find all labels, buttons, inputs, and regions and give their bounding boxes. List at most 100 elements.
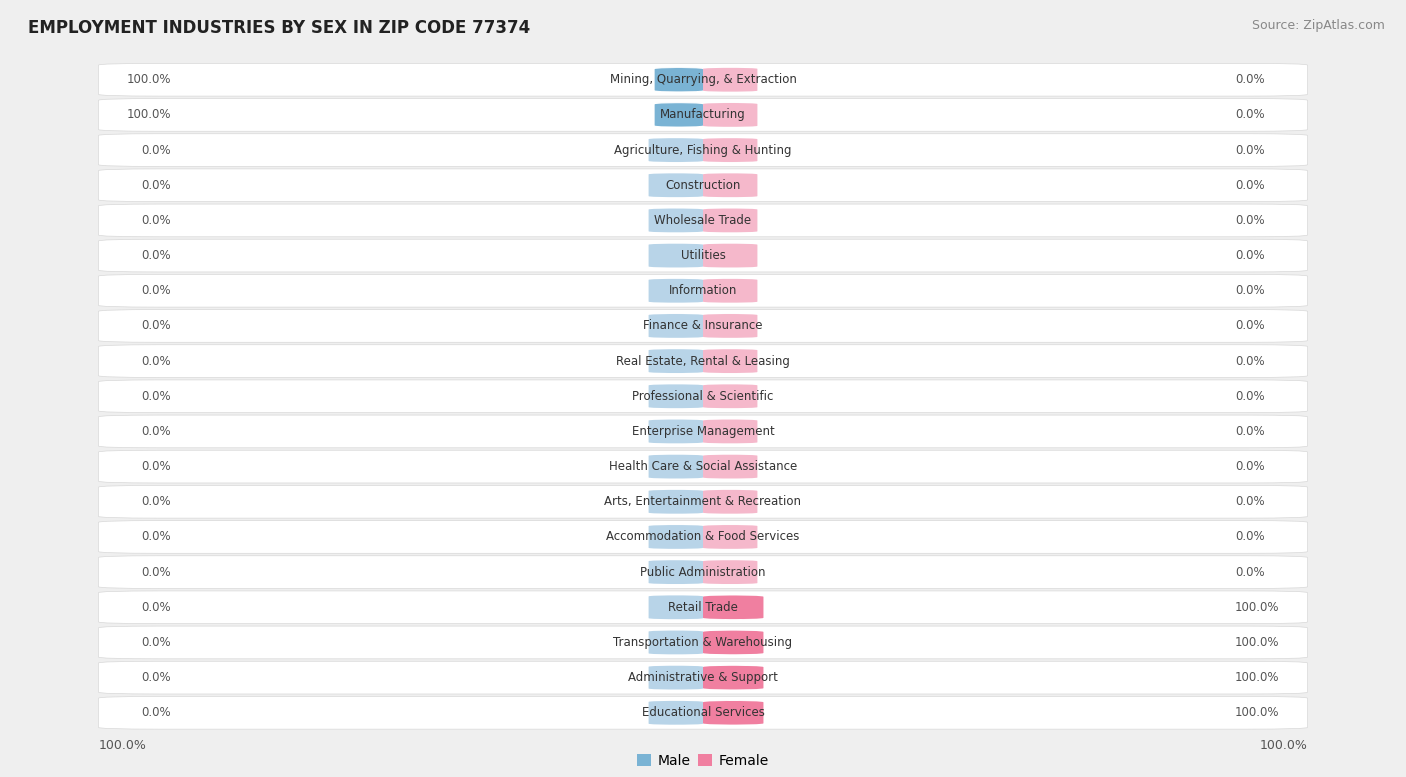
FancyBboxPatch shape [98,415,1308,448]
Text: 0.0%: 0.0% [142,531,172,543]
Text: Administrative & Support: Administrative & Support [628,671,778,684]
Text: 0.0%: 0.0% [142,425,172,438]
Text: 0.0%: 0.0% [1234,214,1264,227]
FancyBboxPatch shape [648,138,703,162]
Text: 100.0%: 100.0% [1234,601,1279,614]
Text: 0.0%: 0.0% [1234,249,1264,262]
FancyBboxPatch shape [648,349,703,373]
Text: Arts, Entertainment & Recreation: Arts, Entertainment & Recreation [605,495,801,508]
FancyBboxPatch shape [703,314,758,338]
Text: 0.0%: 0.0% [1234,144,1264,157]
FancyBboxPatch shape [98,309,1308,343]
Text: 0.0%: 0.0% [142,671,172,684]
FancyBboxPatch shape [98,64,1308,96]
FancyBboxPatch shape [703,138,758,162]
FancyBboxPatch shape [648,701,703,725]
Text: Health Care & Social Assistance: Health Care & Social Assistance [609,460,797,473]
FancyBboxPatch shape [703,560,758,584]
Text: 0.0%: 0.0% [1234,531,1264,543]
Text: 0.0%: 0.0% [1234,179,1264,192]
Text: 0.0%: 0.0% [142,566,172,579]
Text: 0.0%: 0.0% [142,495,172,508]
Text: Accommodation & Food Services: Accommodation & Food Services [606,531,800,543]
Text: Real Estate, Rental & Leasing: Real Estate, Rental & Leasing [616,354,790,368]
Text: EMPLOYMENT INDUSTRIES BY SEX IN ZIP CODE 77374: EMPLOYMENT INDUSTRIES BY SEX IN ZIP CODE… [28,19,530,37]
FancyBboxPatch shape [648,595,703,619]
Text: Public Administration: Public Administration [640,566,766,579]
Text: 100.0%: 100.0% [127,109,172,121]
FancyBboxPatch shape [98,556,1308,588]
Legend: Male, Female: Male, Female [631,748,775,774]
Text: 0.0%: 0.0% [1234,425,1264,438]
FancyBboxPatch shape [98,696,1308,729]
FancyBboxPatch shape [703,385,758,408]
FancyBboxPatch shape [703,630,763,654]
FancyBboxPatch shape [703,490,758,514]
Text: 0.0%: 0.0% [142,636,172,649]
Text: 0.0%: 0.0% [142,144,172,157]
Text: 0.0%: 0.0% [1234,73,1264,86]
FancyBboxPatch shape [703,349,758,373]
Text: 0.0%: 0.0% [1234,354,1264,368]
FancyBboxPatch shape [648,385,703,408]
FancyBboxPatch shape [703,701,763,725]
FancyBboxPatch shape [655,68,703,92]
FancyBboxPatch shape [98,239,1308,272]
FancyBboxPatch shape [98,134,1308,166]
FancyBboxPatch shape [98,661,1308,694]
Text: Construction: Construction [665,179,741,192]
Text: 0.0%: 0.0% [1234,319,1264,333]
Text: Wholesale Trade: Wholesale Trade [654,214,752,227]
FancyBboxPatch shape [98,380,1308,413]
Text: 0.0%: 0.0% [142,706,172,720]
FancyBboxPatch shape [648,208,703,232]
FancyBboxPatch shape [98,345,1308,378]
FancyBboxPatch shape [98,99,1308,131]
Text: 0.0%: 0.0% [142,319,172,333]
FancyBboxPatch shape [703,455,758,479]
Text: Transportation & Warehousing: Transportation & Warehousing [613,636,793,649]
Text: 0.0%: 0.0% [1234,566,1264,579]
FancyBboxPatch shape [648,314,703,338]
Text: 0.0%: 0.0% [142,284,172,298]
FancyBboxPatch shape [98,626,1308,659]
Text: 0.0%: 0.0% [1234,284,1264,298]
Text: Professional & Scientific: Professional & Scientific [633,390,773,402]
FancyBboxPatch shape [703,68,758,92]
FancyBboxPatch shape [648,666,703,689]
Text: 100.0%: 100.0% [1260,740,1308,752]
FancyBboxPatch shape [648,630,703,654]
Text: 0.0%: 0.0% [142,601,172,614]
Text: 100.0%: 100.0% [98,740,146,752]
FancyBboxPatch shape [703,173,758,197]
Text: 0.0%: 0.0% [142,179,172,192]
Text: 100.0%: 100.0% [1234,671,1279,684]
FancyBboxPatch shape [648,244,703,267]
Text: Finance & Insurance: Finance & Insurance [644,319,762,333]
FancyBboxPatch shape [703,420,758,444]
FancyBboxPatch shape [98,450,1308,483]
FancyBboxPatch shape [648,560,703,584]
Text: 0.0%: 0.0% [142,249,172,262]
Text: Utilities: Utilities [681,249,725,262]
FancyBboxPatch shape [703,595,763,619]
FancyBboxPatch shape [98,521,1308,553]
Text: Source: ZipAtlas.com: Source: ZipAtlas.com [1251,19,1385,33]
Text: Information: Information [669,284,737,298]
Text: Agriculture, Fishing & Hunting: Agriculture, Fishing & Hunting [614,144,792,157]
Text: 0.0%: 0.0% [142,460,172,473]
Text: Manufacturing: Manufacturing [661,109,745,121]
FancyBboxPatch shape [98,274,1308,307]
Text: 100.0%: 100.0% [1234,706,1279,720]
Text: 0.0%: 0.0% [142,214,172,227]
Text: Mining, Quarrying, & Extraction: Mining, Quarrying, & Extraction [610,73,796,86]
FancyBboxPatch shape [648,525,703,549]
Text: 0.0%: 0.0% [142,354,172,368]
FancyBboxPatch shape [98,204,1308,237]
FancyBboxPatch shape [98,169,1308,201]
FancyBboxPatch shape [648,490,703,514]
FancyBboxPatch shape [703,279,758,303]
FancyBboxPatch shape [648,455,703,479]
Text: 100.0%: 100.0% [1234,636,1279,649]
Text: 0.0%: 0.0% [1234,109,1264,121]
